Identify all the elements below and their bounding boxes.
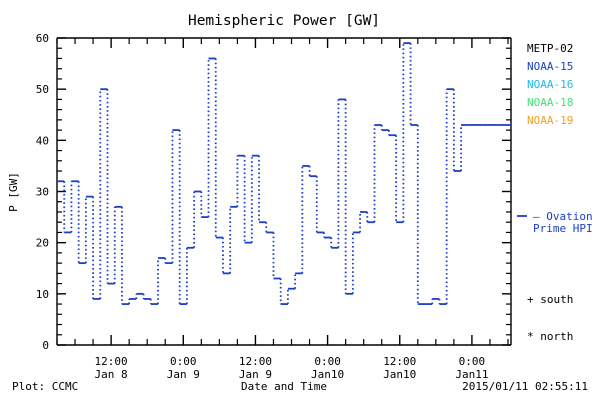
x-tick-label-time: 12:00 (239, 355, 272, 368)
footer-plot-source: Plot: CCMC (12, 380, 78, 393)
x-tick-label-date: Jan 9 (239, 368, 272, 381)
legend-ovation-label-line2: Prime HPI (533, 222, 593, 235)
y-axis-ticks: 0 10 20 30 40 50 60 (36, 32, 511, 352)
legend-group: METP-02 NOAA-15 NOAA-16 NOAA-18 NOAA-19 — Ova… (517, 42, 593, 343)
x-tick-label-time: 12:00 (95, 355, 128, 368)
y-axis-label: P [GW] (7, 172, 20, 212)
y-tick-label: 30 (36, 186, 49, 199)
footer-timestamp: 2015/01/11 02:55:11 (462, 380, 588, 393)
x-tick-label-date: Jan10 (311, 368, 344, 381)
y-tick-label: 10 (36, 288, 49, 301)
legend-item-noaa-18: NOAA-18 (527, 96, 573, 109)
legend-ovation-label-line1: — Ovation (533, 210, 593, 223)
y-tick-label: 0 (42, 339, 49, 352)
legend-north-label: * north (527, 330, 573, 343)
x-tick-label-date: Jan10 (383, 368, 416, 381)
chart-title: Hemispheric Power [GW] (188, 13, 380, 29)
legend-item-metp-02: METP-02 (527, 42, 573, 55)
x-tick-label-time: 0:00 (459, 355, 486, 368)
x-tick-label-time: 0:00 (314, 355, 341, 368)
data-series-group (57, 42, 511, 305)
x-tick-label-time: 12:00 (383, 355, 416, 368)
legend-item-noaa-19: NOAA-19 (527, 114, 573, 127)
x-tick-label-date: Jan 9 (167, 368, 200, 381)
y-tick-label: 20 (36, 237, 49, 250)
y-tick-label: 60 (36, 32, 49, 45)
series-ovation-prime-hpi (57, 42, 511, 305)
x-tick-label-date: Jan 8 (95, 368, 128, 381)
legend-item-noaa-15: NOAA-15 (527, 60, 573, 73)
y-tick-label: 40 (36, 134, 49, 147)
x-tick-label-time: 0:00 (170, 355, 197, 368)
legend-south-label: + south (527, 293, 573, 306)
x-axis-title: Date and Time (241, 380, 327, 393)
legend-item-noaa-16: NOAA-16 (527, 78, 573, 91)
y-tick-label: 50 (36, 83, 49, 96)
x-tick-label-date: Jan11 (455, 368, 488, 381)
